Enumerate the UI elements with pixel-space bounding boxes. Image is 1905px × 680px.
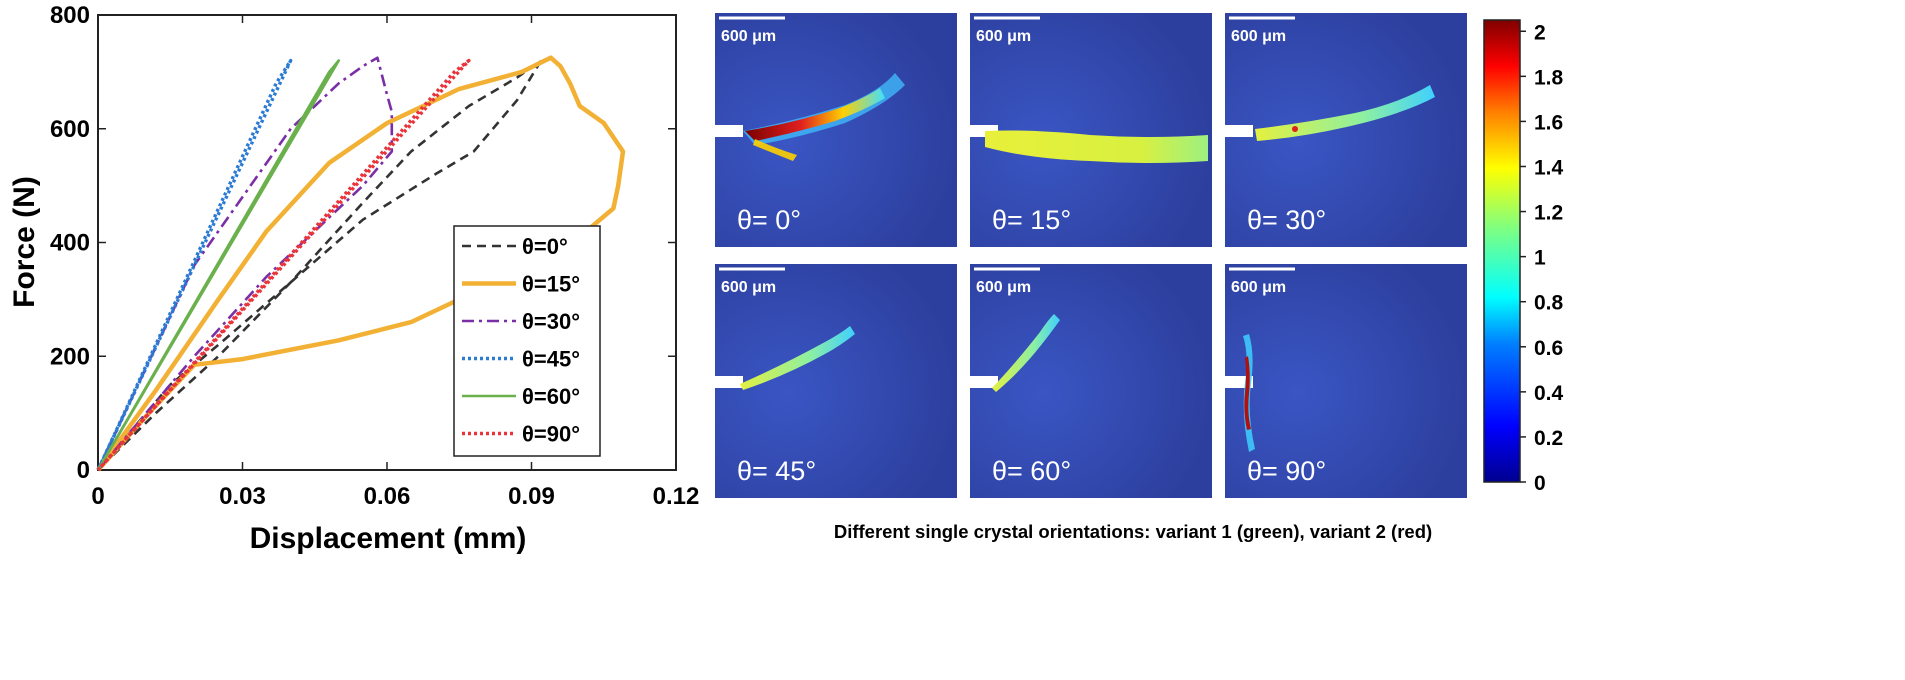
- series-line-15-deg: [96, 55, 626, 472]
- series-line-30-deg: [96, 56, 394, 471]
- legend: θ=0° θ=15° θ=30° θ=45° θ=60° θ=90°: [453, 225, 601, 457]
- colorbar-tick-label: 1: [1534, 247, 1546, 270]
- figure-caption: Different single crystal orientations: v…: [834, 521, 1432, 542]
- legend-label: θ=30°: [522, 309, 580, 334]
- crack-field: [1243, 334, 1255, 452]
- colorbar-tick-label: 0.2: [1534, 427, 1563, 450]
- colorbar-tick-label: 0: [1534, 472, 1546, 495]
- panel-orientation-label: θ= 0°: [737, 205, 801, 235]
- legend-label: θ=0°: [522, 234, 568, 259]
- y-tick-label: 200: [50, 343, 90, 370]
- scale-bar-label: 600 μm: [976, 28, 1031, 45]
- notch: [715, 125, 743, 137]
- heatmap-background: [970, 13, 1212, 247]
- panel-orientation-label: θ= 30°: [1247, 205, 1326, 235]
- scale-bar-label: 600 μm: [721, 279, 776, 296]
- y-tick-label: 800: [50, 2, 90, 29]
- y-tick-label: 600: [50, 116, 90, 143]
- panel-orientation-label: θ= 45°: [737, 456, 816, 486]
- colorbar-tick-label: 2: [1534, 21, 1546, 44]
- colorbar-tick-label: 0.4: [1534, 382, 1564, 405]
- colorbar-tick-label: 1.8: [1534, 66, 1564, 89]
- notch: [970, 376, 998, 388]
- x-axis-label: Displacement (mm): [250, 522, 527, 555]
- legend-label: θ=45°: [522, 347, 580, 372]
- legend-label: θ=60°: [522, 384, 580, 409]
- crack-field: [743, 73, 905, 161]
- y-axis-label: Force (N): [8, 176, 41, 308]
- legend-box: [453, 225, 601, 457]
- colorbar: 2 1.8 1.6 1.4 1.2 1 0.8 0.6 0.4 0.2 0: [1483, 19, 1564, 495]
- heatmap-background: [970, 264, 1212, 498]
- scale-bar-label: 600 μm: [1231, 28, 1286, 45]
- colorbar-tick-label: 1.4: [1534, 156, 1564, 179]
- colorbar-tick-label: 1.6: [1534, 111, 1563, 134]
- series-line-90-deg: [96, 58, 471, 472]
- heatmap-background: [1225, 264, 1467, 498]
- series-line-0-deg: [97, 59, 543, 471]
- crack-field: [1255, 85, 1435, 141]
- crack-field: [985, 130, 1208, 163]
- notch: [715, 376, 743, 388]
- x-tick-label: 0.03: [219, 483, 266, 510]
- notch: [1225, 125, 1253, 137]
- x-tick-label: 0: [91, 483, 104, 510]
- scale-bar-label: 600 μm: [976, 279, 1031, 296]
- y-tick-label: 400: [50, 230, 90, 257]
- heatmap-panels: 600 μmθ= 0°600 μmθ= 15°600 μmθ= 30°600 μ…: [715, 13, 1467, 498]
- crack-field: [992, 314, 1060, 392]
- heatmap-panel: 600 μm θ= 15°: [970, 13, 1212, 247]
- scale-bar-label: 600 μm: [721, 28, 776, 45]
- x-tick-label: 0.09: [508, 483, 555, 510]
- force-displacement-plot: 0 200 400 600 800 0 0.03 0.06 0.09 0.12 Force (N…: [8, 2, 699, 555]
- heatmap-panel: 600 μm θ= 90°: [1225, 264, 1467, 498]
- scale-bar-label: 600 μm: [1231, 279, 1286, 296]
- series-line-60-deg: [96, 59, 341, 471]
- colorbar-tick-label: 0.8: [1534, 292, 1564, 315]
- heatmap-panel: 600 μm θ= 30°: [1225, 13, 1467, 247]
- colorbar-tick-label: 1.2: [1534, 202, 1563, 225]
- panel-orientation-label: θ= 60°: [992, 456, 1071, 486]
- heatmap-panel: 600 μm θ= 45°: [715, 264, 957, 498]
- y-tick-label: 0: [77, 457, 90, 484]
- x-tick-label: 0.06: [364, 483, 411, 510]
- panel-orientation-label: θ= 15°: [992, 205, 1071, 235]
- colorbar-tick-label: 0.6: [1534, 337, 1563, 360]
- legend-label: θ=15°: [522, 272, 580, 297]
- heatmap-panel: 600 μm θ= 0°: [715, 13, 957, 247]
- series-line-45-deg: [96, 58, 293, 471]
- colorbar-bar: [1483, 19, 1521, 483]
- crack-field: [740, 326, 855, 390]
- legend-label: θ=90°: [522, 422, 580, 447]
- heatmap-panel: 600 μm θ= 60°: [970, 264, 1212, 498]
- panel-orientation-label: θ= 90°: [1247, 456, 1326, 486]
- x-tick-label: 0.12: [653, 483, 700, 510]
